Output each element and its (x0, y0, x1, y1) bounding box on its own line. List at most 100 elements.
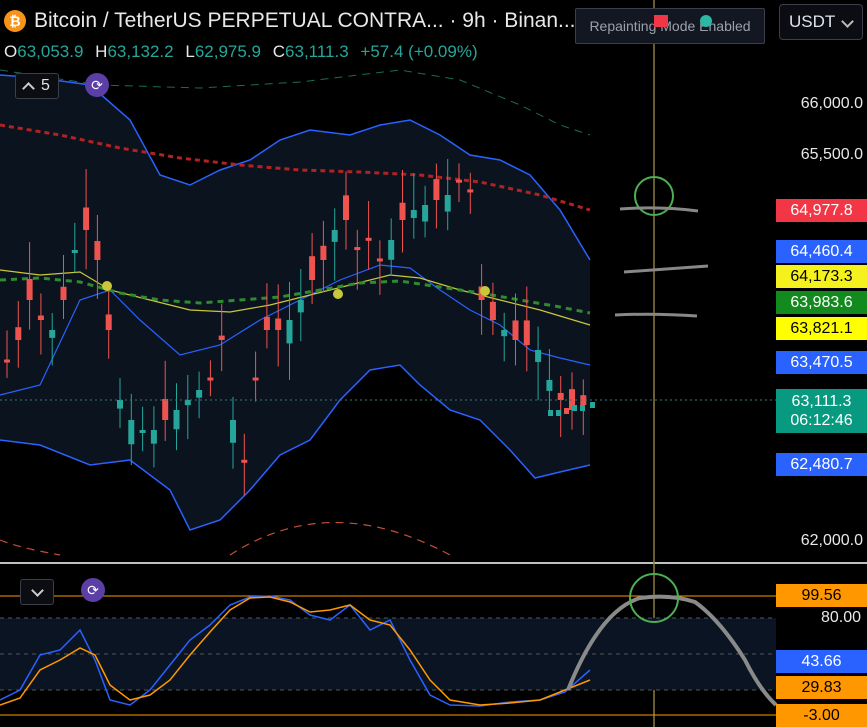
candlestick (388, 240, 395, 260)
price-badge: 64,977.8 (776, 199, 867, 222)
last-price-badge: 63,111.3 06:12:46 (776, 389, 867, 433)
currency-value: USDT (789, 12, 836, 31)
envelope-lower (0, 521, 451, 556)
chevron-down-icon (30, 583, 44, 597)
bollinger-lower (0, 364, 591, 531)
currency-selector[interactable]: USDT (779, 4, 863, 40)
price-tick: 65,500.0 (800, 146, 863, 163)
candlestick (444, 195, 451, 212)
annotation-stroke (614, 312, 698, 318)
candlestick (523, 320, 530, 345)
price-badge: 63,821.1 (776, 317, 867, 340)
annotation-stroke (623, 264, 709, 274)
price-badge: 64,173.3 (776, 265, 867, 288)
moving-average-red (0, 123, 591, 212)
candlestick (218, 335, 225, 340)
symbol-title[interactable]: Bitcoin / TetherUS PERPETUAL CONTRA... ·… (34, 9, 576, 32)
candlestick (173, 410, 180, 430)
candlestick (37, 315, 44, 320)
annotation-circle (634, 176, 674, 216)
repainting-text: Repainting Mode Enabled (589, 18, 751, 34)
candlestick (263, 316, 270, 330)
candlestick (590, 402, 595, 408)
chevron-down-icon (841, 15, 854, 28)
candlestick (94, 241, 101, 260)
annotation-stroke (619, 206, 699, 213)
candlestick (467, 189, 474, 193)
candlestick (489, 301, 496, 320)
annotation-stroke (566, 594, 778, 707)
candlestick (535, 350, 542, 362)
oscillator-k-line (0, 595, 591, 707)
low-value: 62,975.9 (194, 42, 262, 61)
change-value: +57.4 (+0.09%) (360, 42, 478, 61)
candlestick (580, 405, 585, 411)
candlestick (252, 377, 259, 381)
sync-icon[interactable]: ⟳ (85, 73, 109, 97)
candlestick (117, 400, 123, 409)
bitcoin-icon: ₿ (4, 10, 26, 32)
candlestick (71, 250, 78, 254)
price-tick: 66,000.0 (800, 95, 863, 112)
bollinger-upper (0, 74, 591, 261)
ohlc-legend: O63,053.9 H63,132.2 L62,975.9 C63,111.3 … (4, 42, 485, 62)
candlestick (128, 420, 135, 445)
price-tick: 62,000.0 (800, 532, 863, 549)
sync-icon[interactable]: ⟳ (81, 578, 105, 602)
candlestick (230, 420, 236, 443)
candlestick (162, 398, 169, 420)
candlestick (399, 202, 406, 220)
price-badge: 63,470.5 (776, 351, 867, 374)
moving-average-green (0, 276, 591, 315)
candlestick (580, 395, 587, 405)
candlestick (572, 405, 577, 411)
candlestick (512, 320, 519, 340)
candlestick (343, 195, 349, 220)
candlestick (433, 179, 440, 200)
candlestick (548, 410, 553, 416)
oscillator-collapse-button[interactable] (20, 579, 54, 605)
candlestick (49, 330, 56, 338)
price-badge: 63,983.6 (776, 291, 867, 314)
indicator-count: 5 (41, 77, 50, 94)
annotation-circle (629, 573, 679, 623)
price-badge: 64,460.4 (776, 240, 867, 263)
signal-dot (480, 286, 490, 296)
osc-badge: 99.56 (776, 584, 867, 607)
candlestick (564, 408, 569, 414)
indicator-collapse-button[interactable]: 5 (15, 73, 59, 99)
candlestick (60, 286, 67, 300)
candlestick (354, 247, 361, 251)
candlestick (365, 237, 372, 241)
candlestick (139, 430, 146, 433)
candlestick (207, 377, 214, 381)
candlestick (286, 320, 293, 344)
osc-badge: 43.66 (776, 650, 867, 673)
bar-countdown: 06:12:46 (790, 412, 853, 429)
signal-dot (333, 289, 343, 299)
candlestick (196, 390, 203, 398)
symbol-header[interactable]: ₿ Bitcoin / TetherUS PERPETUAL CONTRA...… (0, 6, 576, 36)
high-label: H (95, 42, 108, 61)
candlestick (83, 207, 90, 230)
low-label: L (185, 42, 195, 61)
candlestick (410, 210, 417, 219)
flag-icon (654, 15, 668, 27)
candlestick (241, 459, 248, 463)
candlestick (569, 389, 575, 410)
oscillator-d-line (0, 596, 591, 706)
osc-badge: 29.83 (776, 676, 867, 699)
candlestick (297, 300, 304, 313)
candlestick (309, 256, 316, 280)
candlestick (557, 392, 564, 400)
candlestick (150, 430, 157, 444)
candlestick (456, 179, 462, 183)
candlestick (4, 359, 10, 363)
candlestick (556, 410, 561, 416)
close-label: C (272, 42, 286, 61)
candlestick (320, 245, 327, 260)
open-value: 63,053.9 (17, 42, 84, 61)
open-label: O (4, 42, 18, 61)
close-value: 63,111.3 (285, 42, 349, 61)
